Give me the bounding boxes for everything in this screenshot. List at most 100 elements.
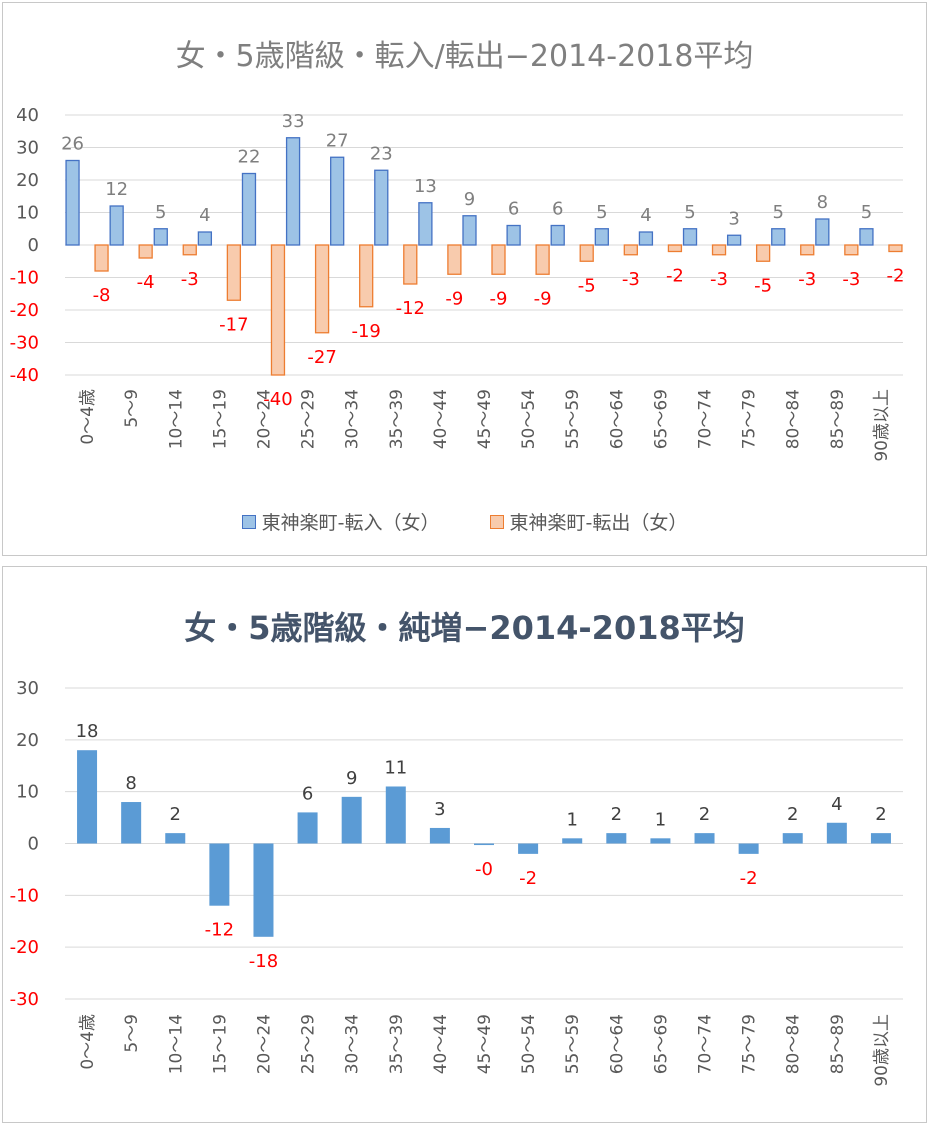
x-tick-label: 0～4歳 (78, 1014, 98, 1070)
data-label: -3 (181, 269, 199, 290)
data-label: -8 (93, 285, 111, 306)
data-label: 6 (508, 199, 519, 220)
bar-net (209, 843, 230, 906)
legend-label-in: 東神楽町-転入（女） (261, 512, 440, 534)
bar-out (844, 244, 859, 256)
bar-out (535, 244, 550, 275)
x-tick-label: 60～64 (607, 1014, 627, 1074)
data-label: 4 (640, 205, 651, 226)
x-tick-label: 70～74 (696, 1014, 716, 1074)
bar-net (738, 843, 759, 854)
data-label: 13 (414, 176, 437, 197)
x-tick-label: 20～24 (254, 389, 274, 449)
x-tick-label: 75～79 (740, 1014, 760, 1074)
data-label: 9 (346, 768, 357, 789)
chart-plot-transfers: 40 30 20 10 0 -10 -20 -30 -40 0～4歳 5～9 10～14 15～19 20… (10, 105, 905, 462)
y-tick-label: -20 (10, 300, 39, 321)
bar-in (374, 169, 389, 246)
legend-item-in: 東神楽町-転入（女） (241, 508, 440, 535)
bar-out (888, 244, 903, 253)
legend-swatch-in (241, 514, 256, 529)
y-tick-label: -30 (10, 333, 39, 354)
x-tick-label: 65～69 (651, 389, 671, 449)
bar-out (138, 244, 153, 259)
data-label: 8 (125, 773, 136, 794)
bar-net (385, 786, 406, 844)
data-label: 18 (76, 721, 99, 742)
bar-net (518, 843, 539, 854)
bar-in (771, 228, 786, 246)
bar-out (403, 244, 418, 285)
data-label: -2 (886, 266, 904, 287)
data-label: -2 (666, 266, 684, 287)
bar-in (109, 205, 124, 246)
bar-net (77, 750, 98, 844)
bar-net (650, 838, 671, 844)
x-tick-label: 45～49 (475, 389, 495, 449)
data-label: -40 (263, 389, 292, 410)
y-tick-label: 10 (16, 203, 39, 224)
data-label: 5 (155, 202, 166, 223)
bar-net (429, 827, 450, 844)
chart-title: 女・5歳階級・純増−2014-2018平均 (184, 609, 745, 647)
bar-out (755, 244, 771, 262)
legend-label-out: 東神楽町-転出（女） (509, 512, 688, 534)
bar-net (826, 822, 847, 844)
bar-net (297, 812, 318, 844)
x-tick-label: 85～89 (828, 1014, 848, 1074)
data-label: -3 (710, 269, 728, 290)
bar-net (870, 833, 891, 844)
x-tick-label: 10～14 (166, 389, 186, 449)
chart-legend: 東神楽町-転入（女） 東神楽町-転出（女） (3, 508, 926, 535)
data-label: 26 (61, 134, 84, 155)
data-label: -12 (205, 920, 234, 941)
data-label: -3 (622, 269, 640, 290)
data-label: 2 (787, 804, 798, 825)
bar-out (359, 244, 374, 308)
y-tick-label: -10 (10, 268, 39, 289)
bar-in (418, 202, 433, 246)
data-label: 12 (105, 179, 128, 200)
data-label: 5 (773, 202, 784, 223)
data-label: -5 (578, 275, 596, 296)
x-tick-label: 80～84 (784, 389, 804, 449)
bar-in (65, 159, 80, 246)
x-tick-label: 25～29 (299, 1014, 319, 1074)
bar-net (694, 833, 715, 844)
bar-out (623, 244, 638, 256)
bar-net (253, 843, 274, 937)
bar-out (447, 244, 462, 275)
data-label: 4 (831, 794, 842, 815)
data-label: 8 (817, 192, 828, 213)
x-tick-label: 70～74 (696, 389, 716, 449)
bar-net (782, 833, 803, 844)
data-label: 2 (611, 804, 622, 825)
data-label: 1 (655, 809, 666, 830)
y-tick-label: 0 (28, 235, 39, 256)
chart-panel-net: 女・5歳階級・純増−2014-2018平均 30 20 10 0 -10 -20 -30 0～… (2, 566, 927, 1123)
data-label: -18 (249, 951, 278, 972)
x-tick-label: 30～34 (343, 1014, 363, 1074)
bar-in (506, 224, 521, 246)
data-label: 33 (282, 111, 305, 132)
data-label: -5 (754, 275, 772, 296)
data-label: -17 (219, 314, 248, 335)
data-label: -19 (351, 321, 380, 342)
data-label: 6 (302, 783, 313, 804)
bar-net (474, 843, 494, 846)
chart-panel-transfers: 女・5歳階級・転入/転出−2014-2018平均 40 30 20 10 0 -10 -20… (2, 2, 927, 556)
x-tick-label: 45～49 (475, 1014, 495, 1074)
bar-in (462, 215, 477, 246)
x-tick-label: 50～54 (519, 1014, 539, 1074)
data-label: 2 (875, 804, 886, 825)
y-tick-label: 10 (16, 782, 39, 803)
data-label: -3 (842, 269, 860, 290)
bar-out (667, 244, 683, 253)
data-label: -2 (519, 868, 537, 889)
bar-out (226, 244, 242, 301)
bar-out (182, 244, 197, 256)
x-tick-label: 30～34 (343, 389, 363, 449)
y-tick-label: 30 (16, 678, 39, 699)
bar-in (153, 228, 168, 246)
x-tick-label: 15～19 (210, 1014, 230, 1074)
